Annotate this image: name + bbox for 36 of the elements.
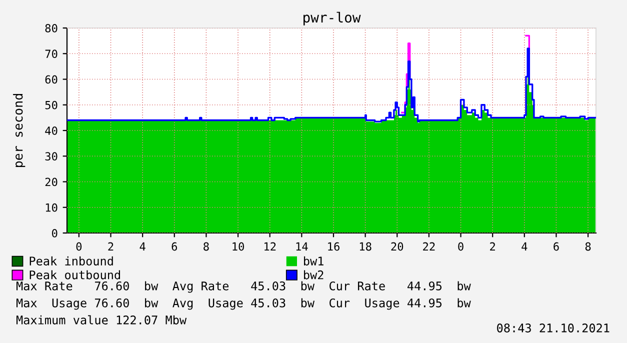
x-tick-label: 16 xyxy=(328,242,340,251)
y-tick-label: 10 xyxy=(46,203,58,212)
x-tick-label: 10 xyxy=(232,242,244,251)
x-tick-label: 0 xyxy=(76,242,82,251)
y-tick-label: 20 xyxy=(45,178,58,186)
y-tick-label: 30 xyxy=(45,152,58,161)
x-tick-label: 2 xyxy=(490,242,495,251)
y-tick-label: 60 xyxy=(45,75,58,84)
x-tick-label: 8 xyxy=(204,242,209,251)
x-tick-label: 6 xyxy=(172,242,178,251)
x-tick-label: 4 xyxy=(522,242,528,251)
legend-label: Peak outbound xyxy=(30,270,120,280)
y-tick-label: 0 xyxy=(52,229,58,238)
x-tick-label: 2 xyxy=(108,242,114,251)
y-tick-label: 70 xyxy=(45,50,58,58)
y-axis-title: per second xyxy=(13,94,26,167)
x-tick-label: 20 xyxy=(391,242,404,251)
legend-label: bw1 xyxy=(304,256,324,266)
y-tick-label: 40 xyxy=(45,126,58,135)
text: Max Usage 76.60 bw Avg Usage 45.03 bw Cur Usage 44.95 bw xyxy=(16,298,471,310)
x-tick-label: 12 xyxy=(264,242,276,251)
text: Max Rate 76.60 bw Avg Rate 45.03 bw Cur Rate 44.95 bw xyxy=(16,281,471,293)
x-tick-label: 4 xyxy=(140,242,146,251)
chart-title: pwr-low xyxy=(304,12,361,26)
x-tick-label: 22 xyxy=(423,242,435,251)
legend-label: bw2 xyxy=(304,270,324,280)
text: 08:43 21.10.2021 xyxy=(497,324,610,332)
x-tick-label: 14 xyxy=(296,242,308,251)
x-tick-label: 8 xyxy=(585,242,591,251)
x-tick-label: 18 xyxy=(360,242,372,251)
legend-label: Peak inbound xyxy=(30,256,113,266)
y-tick-label: 50 xyxy=(45,100,58,110)
text: Maximum value 122.07 Mbw xyxy=(16,315,187,324)
y-tick-label: 80 xyxy=(45,24,58,32)
x-tick-label: 0 xyxy=(458,242,464,251)
x-tick-label: 6 xyxy=(554,242,559,251)
